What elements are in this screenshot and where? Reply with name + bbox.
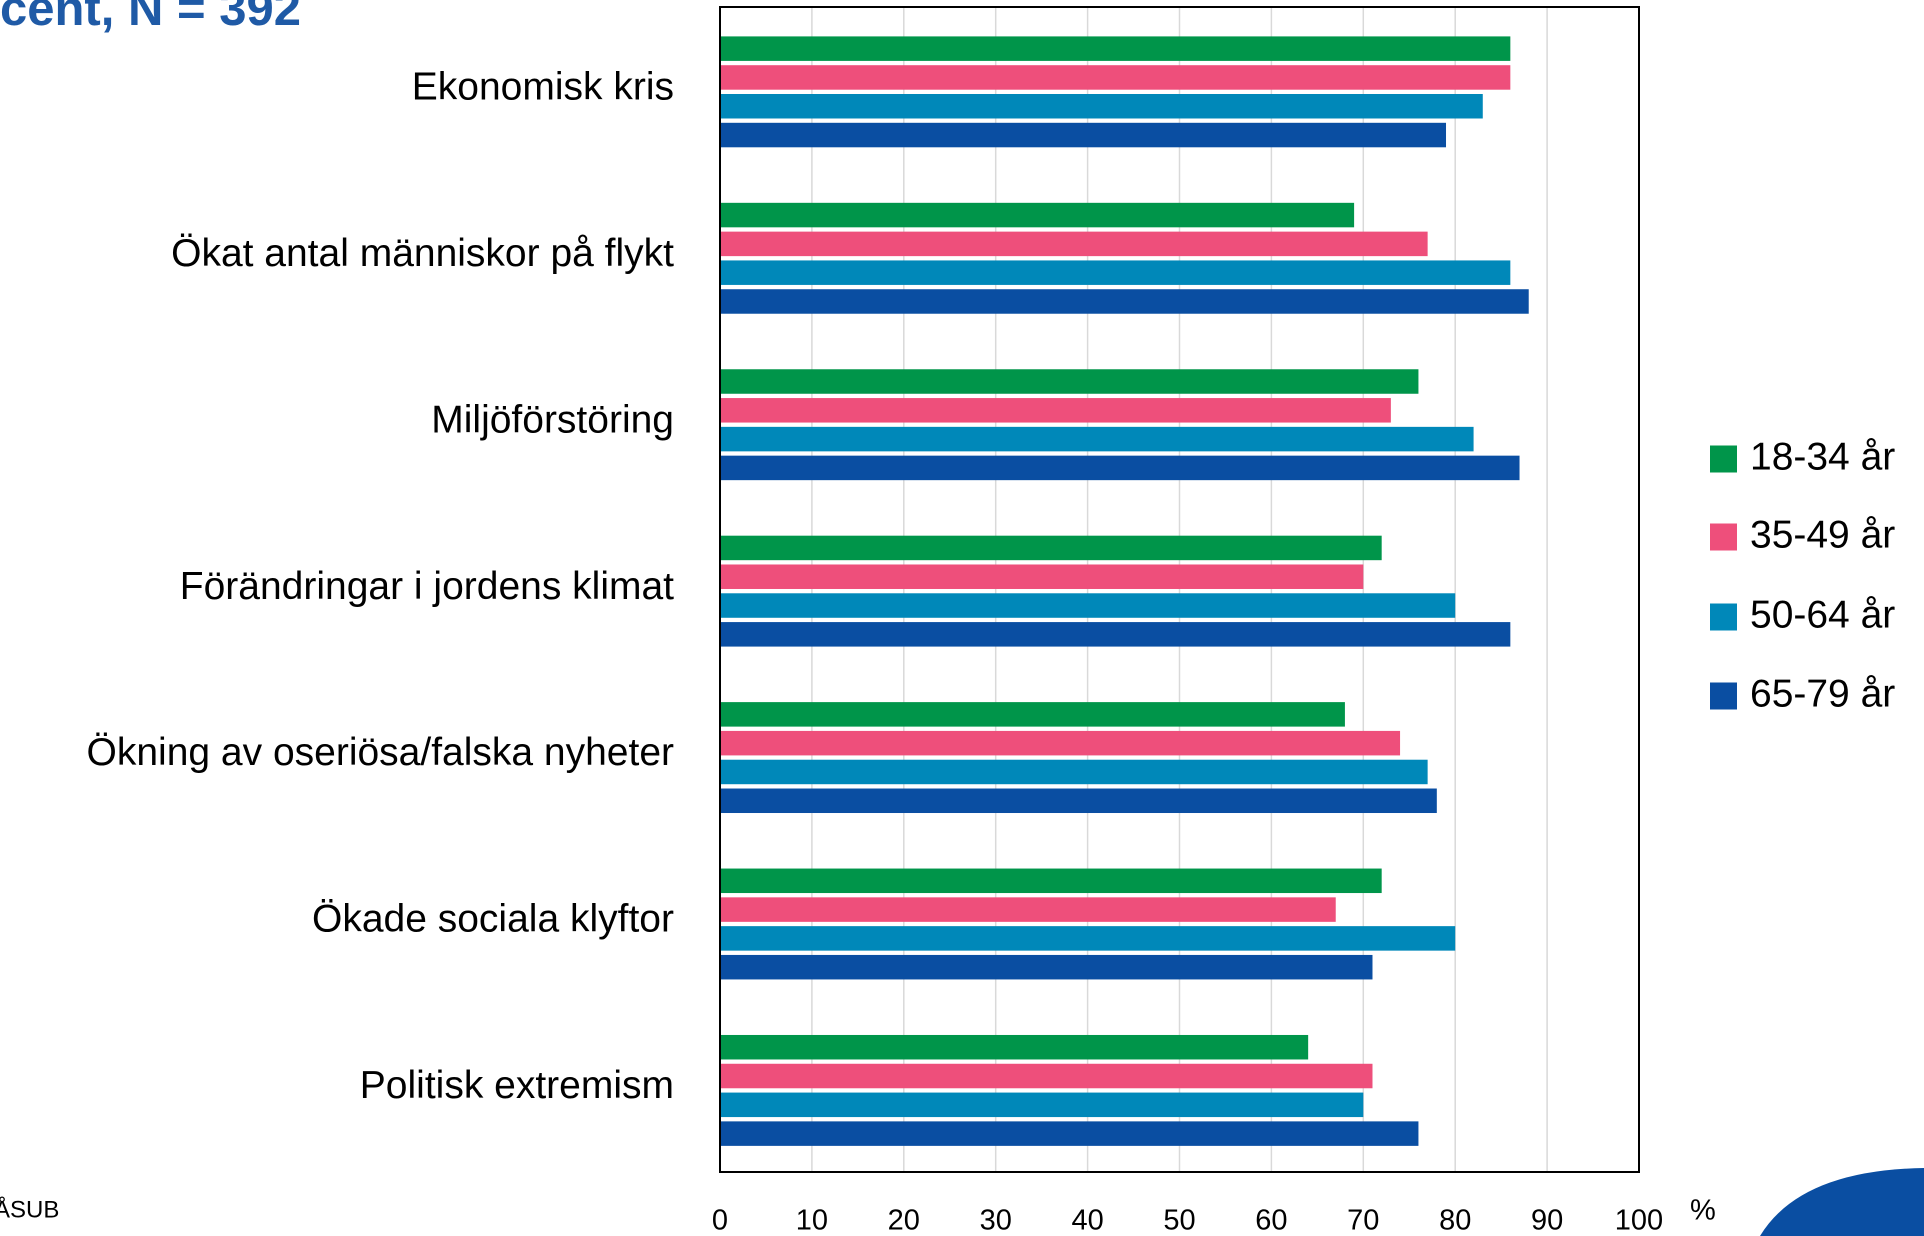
x-tick-label: 60 [1255,1205,1287,1236]
bar [720,1121,1419,1146]
bar [720,535,1382,561]
legend-label: 18-34 år [1750,435,1895,478]
bar [720,260,1511,285]
bar [720,36,1511,61]
bar [720,122,1447,148]
legend-swatch [1710,523,1737,551]
bar [720,593,1456,618]
x-tick-label: 0 [712,1205,728,1236]
decoration [1760,1168,1924,1236]
x-tick-label: 100 [1615,1205,1663,1236]
y-tick-label: Politisk extremism [360,1064,674,1107]
chart-title: cent, N = 392 [0,0,301,36]
bar [720,622,1511,647]
bar [720,1092,1364,1118]
legend-swatch [1710,682,1737,710]
legend-label: 65-79 år [1750,672,1895,715]
bar [720,202,1355,228]
legend-swatch [1710,603,1737,631]
plot-frame [719,6,1640,1173]
bar [720,455,1520,481]
bar [720,954,1373,980]
bar [720,369,1419,394]
y-tick-label: Ökning av oseriösa/falska nyheter [87,731,674,774]
y-tick-label: Förändringar i jordens klimat [180,565,674,608]
bar [720,398,1391,423]
y-tick-label: Ekonomisk kris [412,66,674,109]
bar [720,702,1345,727]
x-tick-label: 20 [888,1205,920,1236]
bar [720,897,1336,922]
source: ÅSUB [0,1195,59,1223]
x-tick-label: 30 [980,1205,1012,1236]
bar [720,868,1382,894]
y-tick-label: Miljöförstöring [431,398,674,441]
bar [720,1063,1373,1089]
legend-swatch [1710,445,1737,473]
x-tick-label: 50 [1163,1205,1195,1236]
x-tick-label: 80 [1439,1205,1471,1236]
bar [720,759,1428,785]
bar [720,94,1483,119]
bar [720,231,1428,257]
x-unit: % [1690,1195,1716,1227]
bar [720,65,1511,90]
bar [720,730,1401,756]
y-tick-label: Ökade sociala klyftor [312,898,674,941]
legend-label: 50-64 år [1750,593,1895,636]
bar [720,788,1437,814]
x-tick-label: 90 [1531,1205,1563,1236]
bar [720,564,1364,589]
legend-label: 35-49 år [1750,513,1895,556]
bar [720,926,1456,951]
bar [720,1034,1309,1060]
bar [720,289,1529,314]
y-tick-label: Ökat antal människor på flykt [171,232,674,275]
x-tick-label: 10 [796,1205,828,1236]
x-tick-label: 70 [1347,1205,1379,1236]
x-tick-label: 40 [1071,1205,1103,1236]
bar [720,426,1474,452]
